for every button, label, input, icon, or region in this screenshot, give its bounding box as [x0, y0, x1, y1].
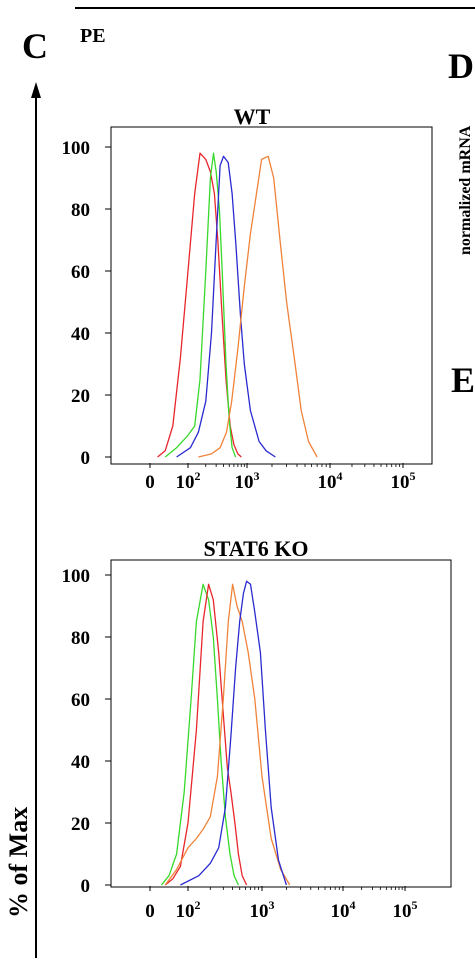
ticks-group: 0 20 40 60 80 100 0 102 103 104 105 — [62, 138, 416, 493]
panel-c-label: C — [22, 26, 48, 66]
green-histogram-curve — [160, 583, 239, 886]
y-axis-label: % of Max — [4, 807, 33, 918]
y-tick-label: 0 — [81, 876, 91, 897]
x-tick-label: 102 — [176, 469, 201, 493]
x-tick-label: 102 — [176, 898, 201, 922]
y-tick-label: 40 — [71, 752, 90, 773]
y-tick-label: 100 — [62, 566, 91, 587]
y-tick-label: 60 — [71, 690, 90, 711]
ticks-group: 0 20 40 60 80 100 0 102 103 104 105 — [62, 566, 418, 922]
red-histogram-curve — [164, 583, 248, 886]
panel-d-label: D — [448, 46, 474, 86]
chart-title: STAT6 KO — [204, 536, 309, 561]
orange-histogram-curve — [198, 155, 318, 458]
x-tick-label: 104 — [318, 469, 343, 493]
x-tick-label: 0 — [145, 472, 155, 493]
green-histogram-curve — [164, 152, 237, 458]
panel-e-label: E — [451, 360, 475, 400]
panel-d-ylabel-fragment: normalized mRNA — [457, 125, 474, 255]
y-tick-label: 20 — [71, 814, 90, 835]
histogram-wt: WT 0 20 40 60 80 100 0 102 103 104 105 — [62, 104, 433, 493]
y-tick-label: 80 — [71, 200, 90, 221]
pe-label: PE — [80, 25, 106, 47]
x-tick-label: 104 — [331, 898, 356, 922]
curves-group — [160, 580, 291, 886]
curves-group — [157, 152, 318, 458]
y-axis-arrowhead — [31, 82, 41, 98]
y-tick-label: 100 — [62, 138, 91, 159]
y-tick-label: 20 — [71, 386, 90, 407]
x-tick-label: 105 — [393, 898, 418, 922]
x-tick-label: 105 — [391, 469, 416, 493]
x-tick-label: 0 — [145, 901, 155, 922]
y-tick-label: 0 — [81, 448, 91, 469]
chart-title: WT — [234, 104, 271, 129]
y-tick-label: 40 — [71, 324, 90, 345]
red-histogram-curve — [157, 152, 242, 458]
blue-histogram-curve — [176, 155, 276, 458]
histogram-stat6-ko: STAT6 KO 0 20 40 60 80 100 0 102 103 104 105 — [62, 536, 452, 922]
x-tick-label: 103 — [235, 469, 260, 493]
blue-histogram-curve — [180, 580, 288, 886]
plot-frame — [110, 126, 433, 465]
plot-frame — [110, 559, 452, 888]
x-tick-label: 103 — [250, 898, 275, 922]
y-tick-label: 80 — [71, 628, 90, 649]
orange-histogram-curve — [164, 583, 291, 886]
y-tick-label: 60 — [71, 262, 90, 283]
